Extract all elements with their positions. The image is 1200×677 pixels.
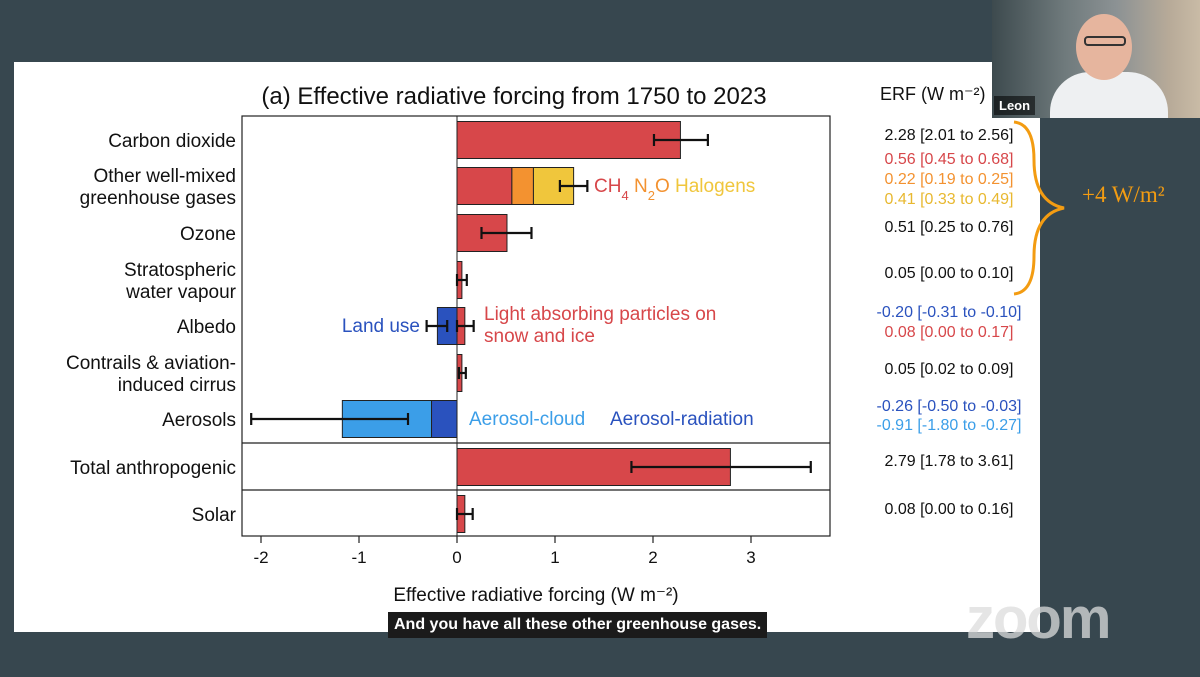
category-label: Aerosols [162,410,236,431]
category-label: Albedo [177,317,236,338]
total-forcing-annotation: +4 W/m² [1082,182,1165,207]
plot-border [241,115,831,537]
x-tick-label: 3 [746,548,755,567]
category-label: Contrails & aviation- [66,353,236,374]
erf-value: 2.28 [2.01 to 2.56] [884,127,1014,144]
erf-value: 0.41 [0.33 to 0.49] [884,191,1014,208]
category-label: induced cirrus [118,375,236,396]
erf-value: 2.79 [1.78 to 3.61] [884,453,1014,470]
bar-segment [456,167,513,205]
lap-label: snow and ice [484,326,595,347]
category-label: Other well-mixed [93,166,236,187]
erf-value: 0.08 [0.00 to 0.17] [884,324,1014,341]
category-labels: Carbon dioxide Other well-mixedgreenhouse… [66,131,237,526]
participant-video[interactable]: Leon [992,0,1200,118]
erf-value: 0.22 [0.19 to 0.25] [884,171,1014,188]
x-tick-label: -2 [253,548,268,567]
annotations: CH4 N2O Halogens Land use Light absorbing … [342,176,755,430]
curly-bracket [1013,120,1065,296]
zoom-watermark: zoom [966,586,1111,651]
bar-segment [456,121,681,159]
category-label: Stratospheric [124,260,236,281]
erf-column-header: ERF (W m⁻²) [880,84,986,104]
erf-value: 0.08 [0.00 to 0.16] [884,501,1014,518]
person-shirt [1050,72,1168,118]
erf-value: -0.91 [-1.80 to -0.27] [876,417,1022,434]
aerosol-cloud-label: Aerosol-cloud [469,409,585,430]
x-axis-label: Effective radiative forcing (W m⁻²) [393,585,678,606]
presentation-slide: (a) Effective radiative forcing from 175… [14,62,1040,632]
erf-value: 0.05 [0.00 to 0.10] [884,265,1014,282]
category-label: Ozone [180,224,236,245]
category-label: Carbon dioxide [108,131,236,152]
glasses [1084,36,1126,46]
participant-name: Leon [994,96,1036,115]
gas-legend-label: CH4 N2O Halogens [594,176,755,203]
category-label: greenhouse gases [80,188,236,209]
bar-segment [431,400,458,438]
erf-value: 0.51 [0.25 to 0.76] [884,219,1014,236]
x-tick-label: -1 [351,548,366,567]
x-axis-ticks: -2 -1 0 1 2 3 [253,536,756,567]
land-use-label: Land use [342,316,420,337]
erf-value: -0.20 [-0.31 to -0.10] [876,304,1022,321]
lap-label: Light absorbing particles on [484,304,716,325]
aerosol-radiation-label: Aerosol-radiation [610,409,754,430]
x-tick-label: 1 [550,548,559,567]
erf-value: 0.56 [0.45 to 0.68] [884,151,1014,168]
live-caption: And you have all these other greenhouse … [388,612,768,638]
person-head [1076,14,1132,80]
category-label: Total anthropogenic [70,458,236,479]
x-tick-label: 0 [452,548,461,567]
category-label: Solar [192,505,237,526]
erf-value: -0.26 [-0.50 to -0.03] [876,398,1022,415]
bar-segment [511,167,534,205]
bars-group [250,121,812,533]
chart-title: (a) Effective radiative forcing from 175… [261,83,766,110]
category-label: water vapour [125,282,237,303]
erf-bar-chart: (a) Effective radiative forcing from 175… [66,83,831,606]
erf-value: 0.05 [0.02 to 0.09] [884,361,1014,378]
x-tick-label: 2 [648,548,657,567]
